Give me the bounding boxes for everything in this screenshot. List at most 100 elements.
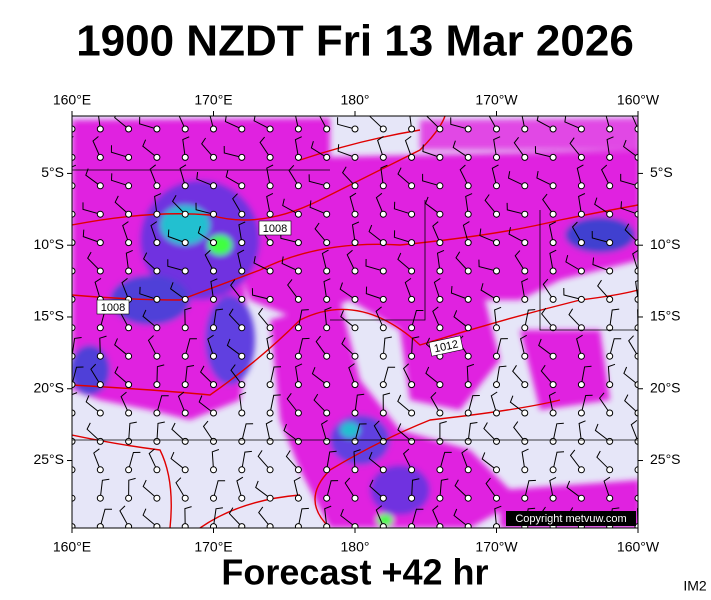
station [577, 267, 585, 275]
station [408, 125, 416, 133]
wind-barb [609, 308, 620, 328]
station [634, 324, 638, 332]
wind-barb [224, 116, 243, 130]
station [436, 295, 444, 303]
station [577, 210, 585, 218]
station [153, 267, 161, 275]
wind-barb [397, 252, 412, 272]
station [379, 494, 387, 502]
wind-barb [411, 508, 424, 527]
station [379, 210, 387, 218]
wind-barb [578, 420, 586, 442]
station [181, 267, 189, 275]
station [464, 466, 472, 474]
station [294, 523, 302, 528]
station [493, 153, 500, 161]
wind-barb [600, 164, 611, 187]
station [379, 295, 387, 303]
wind-barb [382, 366, 396, 385]
station [323, 409, 331, 417]
wind-barb [266, 334, 274, 357]
wind-barb [592, 257, 610, 272]
wind-barb [540, 364, 554, 385]
wind-barb [211, 449, 220, 470]
wind-barb [269, 366, 282, 385]
station [436, 437, 444, 445]
station [96, 239, 104, 247]
wind-barb [369, 479, 384, 499]
wind-barb [536, 171, 554, 187]
station [210, 523, 217, 528]
wind-barb [87, 251, 101, 272]
wind-barb [466, 363, 475, 385]
wind-barb [239, 391, 247, 414]
wind-barb [258, 506, 271, 527]
wind-barb [411, 478, 420, 499]
station [294, 267, 302, 275]
wind-barb [548, 391, 556, 414]
station [464, 352, 472, 360]
wind-barb [375, 505, 384, 527]
station [521, 210, 529, 218]
wind-barb [439, 451, 452, 470]
station [323, 267, 331, 275]
station [323, 466, 331, 474]
wind-barb [628, 335, 638, 357]
station [153, 437, 161, 445]
wind-barb [397, 394, 412, 414]
station [210, 153, 217, 161]
station [351, 239, 359, 247]
wind-barb [72, 128, 73, 129]
wind-barb [597, 279, 611, 300]
station [125, 182, 133, 190]
station [634, 210, 638, 218]
station [266, 267, 274, 275]
station [125, 267, 133, 275]
station [521, 466, 529, 474]
image-id: IM2 [683, 578, 707, 594]
wind-barb [481, 452, 497, 471]
station [96, 523, 104, 528]
wind-barb [114, 366, 129, 385]
wind-barb [569, 449, 582, 471]
wind-barb [353, 449, 361, 470]
wind-barb [552, 422, 564, 442]
wind-barb [128, 421, 137, 442]
wind-barb [453, 310, 469, 329]
wind-barb [182, 136, 190, 158]
wind-barb [490, 391, 498, 414]
station [323, 494, 331, 502]
station [96, 324, 104, 332]
station [436, 267, 444, 275]
station [379, 125, 387, 133]
station [464, 381, 472, 389]
station [606, 153, 614, 161]
station [606, 324, 614, 332]
wind-barb [257, 450, 271, 471]
station [153, 182, 161, 190]
wind-barb [147, 335, 158, 357]
wind-barb [598, 392, 611, 414]
wind-barb [213, 308, 224, 328]
wind-barb [603, 476, 611, 499]
lat-label: 15°S [650, 308, 681, 324]
station [521, 182, 529, 190]
station [436, 210, 444, 218]
station [606, 267, 614, 275]
wind-barb [178, 116, 186, 130]
wind-barb [368, 451, 384, 471]
station [266, 182, 274, 190]
wind-barb [549, 249, 557, 272]
wind-barb [121, 278, 130, 300]
station [493, 125, 500, 133]
station [408, 153, 416, 161]
lon-label: 170°W [475, 539, 518, 555]
station [266, 210, 274, 218]
station [351, 352, 359, 360]
wind-barb [142, 139, 158, 158]
wind-barb [120, 391, 130, 414]
station [493, 352, 500, 360]
station [577, 295, 585, 303]
station [379, 239, 387, 247]
station [238, 381, 246, 389]
